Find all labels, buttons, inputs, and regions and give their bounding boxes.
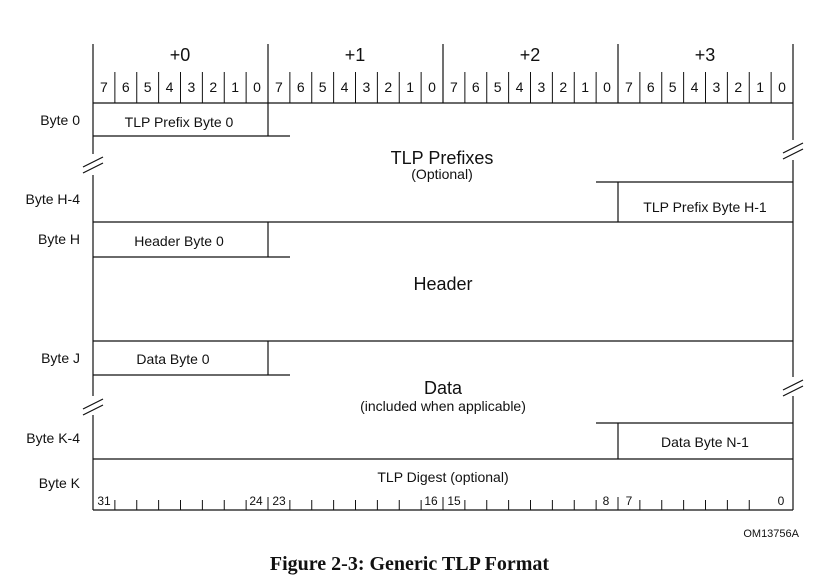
- bit-label: 7: [275, 79, 283, 95]
- bit-label: 3: [713, 79, 721, 95]
- row-label-byte-k: Byte K: [39, 475, 81, 491]
- digest-bit-15: 15: [447, 494, 461, 508]
- digest-bit-0: 0: [778, 494, 785, 508]
- bit-label: 6: [122, 79, 130, 95]
- bit-label: 5: [494, 79, 502, 95]
- tlp-prefix-byte-h-1-label: TLP Prefix Byte H-1: [643, 199, 767, 215]
- figure-code: OM13756A: [743, 528, 799, 540]
- data-byte-n-1-label: Data Byte N-1: [661, 434, 749, 450]
- bit-label: 1: [231, 79, 239, 95]
- bit-label: 2: [209, 79, 217, 95]
- byte-column-2-label: +2: [520, 45, 541, 65]
- bit-label: 2: [559, 79, 567, 95]
- header-byte-0-label: Header Byte 0: [134, 233, 224, 249]
- row-label-byte-k-4: Byte K-4: [26, 430, 80, 446]
- row-label-byte-0: Byte 0: [40, 112, 80, 128]
- row-label-byte-h-4: Byte H-4: [26, 191, 81, 207]
- digest-bit-8: 8: [603, 494, 610, 508]
- row-label-byte-h: Byte H: [38, 231, 80, 247]
- tlp-prefix-byte-0-label: TLP Prefix Byte 0: [125, 114, 234, 130]
- bit-label: 0: [603, 79, 611, 95]
- bit-label: 2: [734, 79, 742, 95]
- row-label-byte-j: Byte J: [41, 350, 80, 366]
- data-byte-0-label: Data Byte 0: [136, 351, 209, 367]
- tlp-prefixes-subtitle: (Optional): [411, 166, 472, 182]
- header-title: Header: [413, 274, 472, 294]
- figure-caption: Figure 2-3: Generic TLP Format: [269, 553, 550, 575]
- bit-label: 7: [450, 79, 458, 95]
- bit-label: 4: [166, 79, 174, 95]
- data-subtitle: (included when applicable): [360, 398, 526, 414]
- digest-bit-24: 24: [249, 494, 263, 508]
- bit-label: 5: [319, 79, 327, 95]
- bit-label: 0: [778, 79, 786, 95]
- data-title: Data: [424, 378, 463, 398]
- digest-bit-31: 31: [97, 494, 111, 508]
- bit-label: 4: [691, 79, 699, 95]
- bit-label: 5: [669, 79, 677, 95]
- digest-bit-23: 23: [272, 494, 286, 508]
- bit-label: 1: [581, 79, 589, 95]
- bit-label: 0: [428, 79, 436, 95]
- bit-label: 5: [144, 79, 152, 95]
- bit-label: 6: [647, 79, 655, 95]
- bit-label: 1: [756, 79, 764, 95]
- bit-label: 7: [100, 79, 108, 95]
- bit-label: 7: [625, 79, 633, 95]
- bit-label: 3: [188, 79, 196, 95]
- digest-bit-16: 16: [424, 494, 438, 508]
- bit-label: 1: [406, 79, 414, 95]
- bit-label: 6: [472, 79, 480, 95]
- digest-bit-7: 7: [626, 494, 633, 508]
- tlp-digest-label: TLP Digest (optional): [377, 469, 508, 485]
- byte-column-1-label: +1: [345, 45, 366, 65]
- byte-column-3-label: +3: [695, 45, 716, 65]
- bit-label: 0: [253, 79, 261, 95]
- tlp-prefixes-title: TLP Prefixes: [391, 148, 494, 168]
- bit-label: 3: [538, 79, 546, 95]
- bit-label: 4: [341, 79, 349, 95]
- byte-column-0-label: +0: [170, 45, 191, 65]
- bit-label: 4: [516, 79, 524, 95]
- bit-label: 2: [384, 79, 392, 95]
- bit-label: 6: [297, 79, 305, 95]
- bit-label: 3: [363, 79, 371, 95]
